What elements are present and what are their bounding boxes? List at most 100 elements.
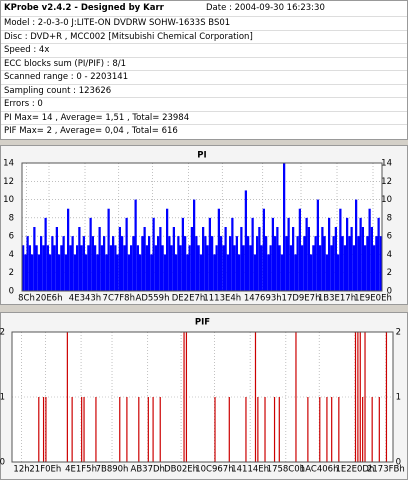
y-tick-label: 0: [0, 458, 5, 468]
bar: [76, 245, 79, 291]
bar: [280, 254, 283, 291]
x-tick-label: 1E9E0Eh: [354, 294, 392, 304]
bar: [73, 254, 76, 291]
bar: [199, 254, 202, 291]
y-tick-label: 0: [9, 287, 14, 297]
bar: [235, 236, 238, 291]
bar: [130, 245, 133, 291]
bar: [193, 199, 196, 291]
x-tick-label: DB02Eh: [164, 465, 198, 475]
scan-date: Date : 2004-09-30 16:23:30: [206, 3, 325, 13]
x-tick-label: 147693h: [244, 294, 282, 304]
bar: [271, 217, 274, 291]
bar: [274, 236, 277, 291]
bar: [147, 397, 149, 462]
bar: [168, 236, 171, 291]
bar: [80, 245, 83, 291]
bar: [139, 254, 142, 291]
bar: [71, 236, 74, 291]
y-tick-label-right: 6: [387, 232, 392, 242]
bar: [368, 208, 371, 291]
bar: [294, 254, 297, 291]
bar: [118, 227, 121, 291]
app-title: KProbe v2.4.2 - Designed by Karr: [4, 3, 164, 13]
bar: [100, 245, 103, 291]
row-separator: [1, 29, 407, 31]
bar: [350, 227, 353, 291]
bar: [141, 236, 144, 291]
bar: [362, 397, 364, 462]
bar: [119, 397, 121, 462]
bar: [202, 227, 205, 291]
bar: [222, 245, 225, 291]
y-tick-label-right: 0: [396, 458, 401, 468]
bar: [188, 245, 191, 291]
bar: [177, 236, 180, 291]
y-tick-label-right: 1: [396, 393, 401, 403]
row-separator: [1, 43, 407, 44]
x-tick-label: 14114Eh: [231, 465, 269, 475]
bar: [240, 227, 243, 291]
bar: [37, 254, 40, 291]
bar: [67, 208, 70, 291]
y-tick-label: 4: [9, 250, 14, 260]
x-tick-label: 10C967h: [195, 465, 233, 475]
bar: [301, 245, 304, 291]
bar: [83, 397, 85, 462]
y-tick-label: 6: [9, 232, 14, 242]
bar: [254, 332, 257, 462]
bar: [213, 254, 216, 291]
bar: [307, 227, 310, 291]
plot-border: [11, 331, 394, 463]
y-tick-label: 1: [0, 393, 5, 403]
bar: [206, 245, 209, 291]
bar: [343, 245, 346, 291]
bar: [109, 245, 112, 291]
bar: [328, 217, 331, 291]
bar: [55, 227, 58, 291]
bar: [152, 397, 154, 462]
bar: [214, 397, 216, 462]
bar: [159, 397, 161, 462]
bar: [348, 236, 351, 291]
x-tick-label: 4E1F5h: [65, 465, 97, 475]
bar: [273, 397, 276, 462]
bar: [159, 227, 162, 291]
x-tick-label: 1B3E17h: [318, 294, 356, 304]
bar: [330, 245, 333, 291]
bar: [145, 245, 148, 291]
x-tick-label: 7B890h: [96, 465, 129, 475]
bar: [42, 397, 45, 462]
x-tick-label: 2173FBh: [367, 465, 405, 475]
bar: [85, 254, 88, 291]
bar: [338, 397, 340, 462]
row-separator: [1, 70, 407, 71]
y-tick-label-right: 4: [387, 250, 392, 260]
x-tick-label: 7C7F8h: [103, 294, 135, 304]
bar: [103, 236, 106, 291]
bar: [114, 245, 117, 291]
bar: [26, 236, 29, 291]
bar: [341, 236, 344, 291]
bar: [361, 227, 364, 291]
bar: [154, 245, 157, 291]
bar: [310, 254, 313, 291]
bar: [161, 245, 164, 291]
bar: [257, 397, 259, 462]
bar: [127, 254, 130, 291]
row-separator: [1, 97, 407, 98]
bar: [260, 245, 263, 291]
bar: [242, 245, 245, 291]
bar: [184, 236, 187, 291]
row-separator: [1, 16, 407, 17]
info-line: Scanned range : 0 - 2203141: [4, 72, 129, 82]
bar: [94, 245, 97, 291]
bar: [371, 397, 373, 462]
bar: [370, 227, 373, 291]
y-tick-label-right: 2: [396, 328, 401, 338]
bar: [179, 245, 182, 291]
bar: [96, 254, 99, 291]
bar: [69, 245, 72, 291]
bar: [163, 254, 166, 291]
y-tick-label-right: 10: [381, 195, 392, 205]
